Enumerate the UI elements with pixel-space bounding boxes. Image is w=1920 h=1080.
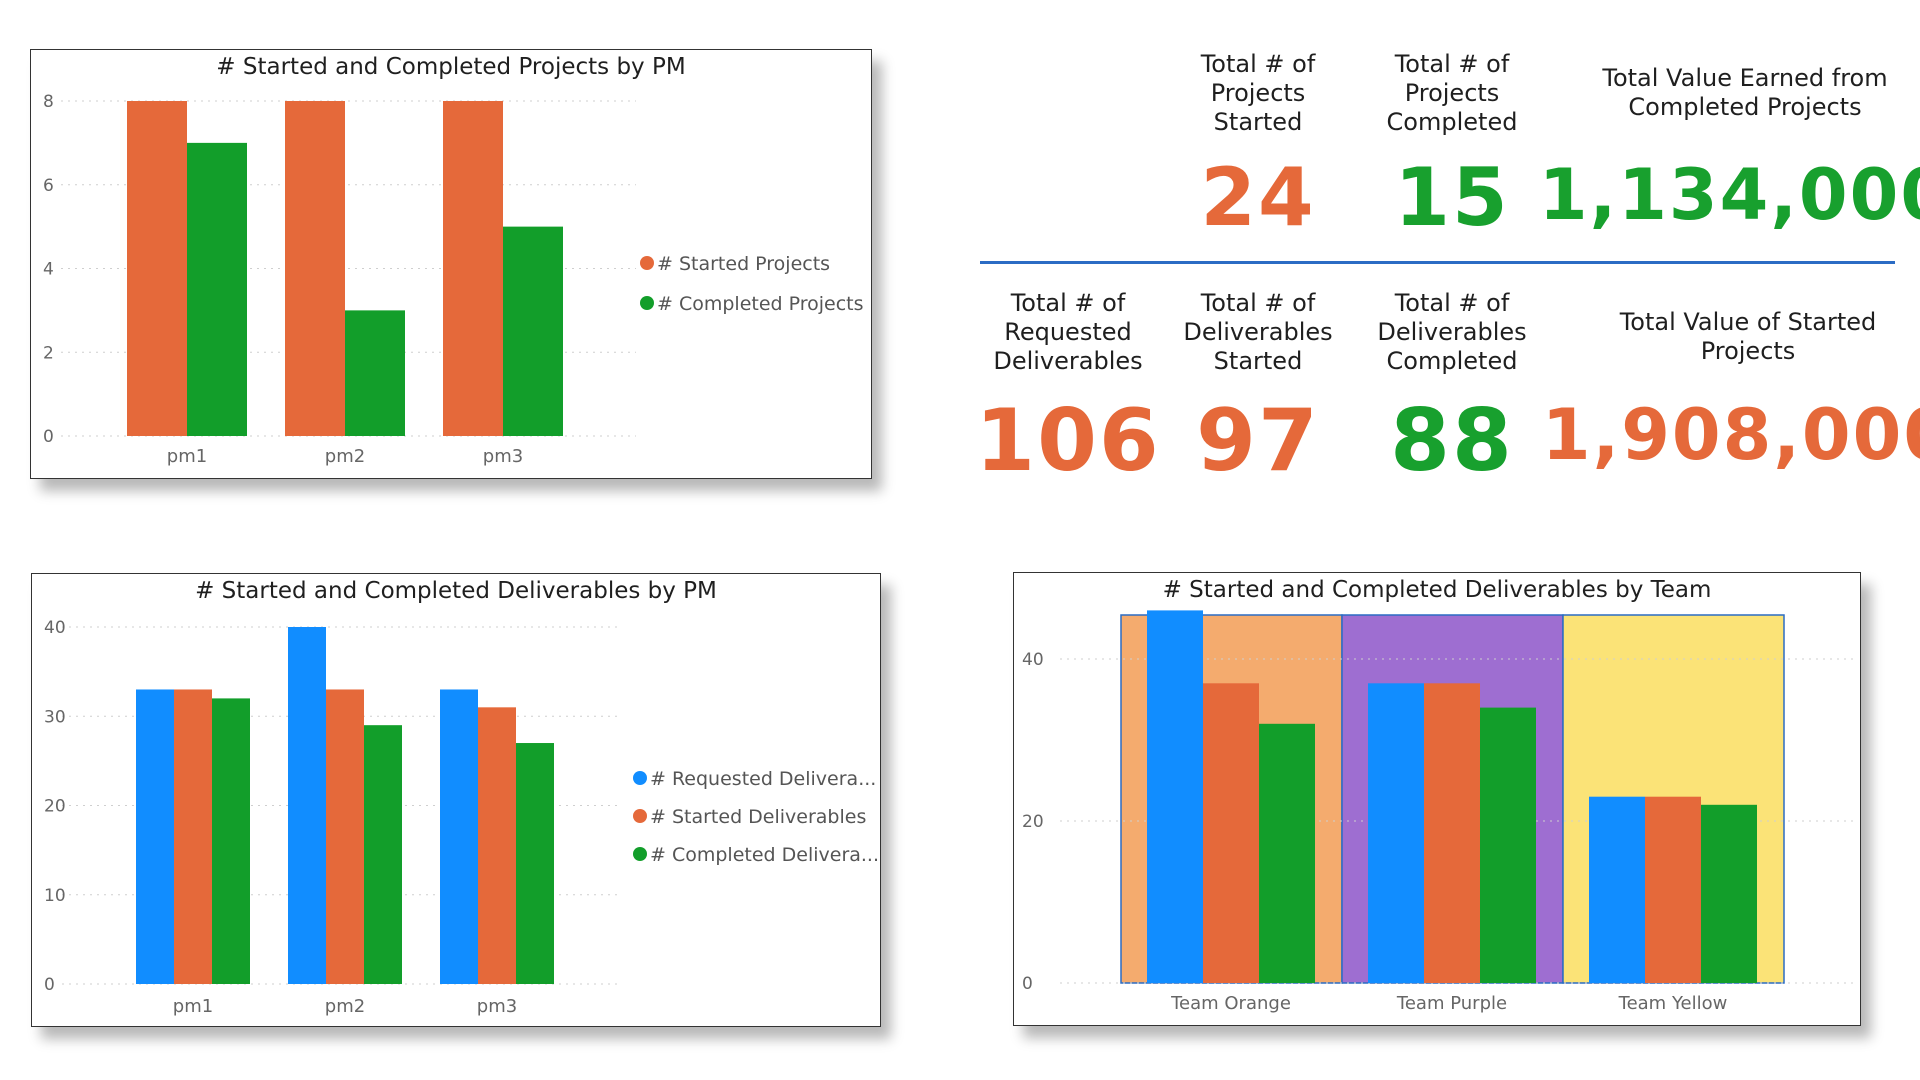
bar: [212, 698, 250, 984]
kpi-label-line: Total # of: [1010, 289, 1126, 317]
kpi-label-line: Completed: [1386, 347, 1518, 375]
chart-projects-by-pm-svg: 0 2 4 6 8 pm1 pm2 pm3 # Started Projects # Comple…: [43, 92, 864, 467]
bar: [478, 707, 516, 984]
bar: [288, 627, 326, 984]
y-tick-label: 8: [43, 92, 54, 112]
chart-deliverables-by-team-svg: 0 20 40 Team Orange Team Purple Team Yellow: [1022, 610, 1854, 1014]
x-category-label: pm1: [173, 996, 213, 1017]
y-tick-label: 20: [44, 797, 66, 817]
bar: [503, 226, 563, 436]
legend-label: # Requested Delivera...: [650, 768, 876, 790]
legend-label: # Started Deliverables: [650, 806, 866, 828]
kpi-divider: [980, 261, 1895, 264]
bar: [516, 743, 554, 984]
bar: [1480, 707, 1536, 983]
bar: [440, 689, 478, 984]
x-category-label: Team Orange: [1170, 993, 1291, 1014]
chart-title: # Started and Completed Deliverables by …: [195, 578, 717, 604]
kpi-label-line: Total # of: [1394, 50, 1510, 78]
legend-label: # Completed Delivera...: [650, 844, 879, 866]
kpi-value: 88: [1390, 391, 1514, 491]
kpi-label-line: Total Value of Started: [1619, 308, 1877, 336]
kpi-label-line: Requested: [1004, 318, 1132, 346]
kpi-value: 1,908,000: [1541, 394, 1920, 476]
bar: [443, 101, 503, 436]
y-tick-label: 40: [44, 618, 66, 638]
chart-deliverables-by-team[interactable]: # Started and Completed Deliverables by …: [1013, 572, 1861, 1026]
kpi-value: 106: [975, 391, 1161, 491]
chart-title: # Started and Completed Projects by PM: [216, 54, 686, 80]
y-tick-label: 0: [43, 427, 54, 447]
kpi-label-line: Total # of: [1394, 289, 1510, 317]
y-tick-label: 6: [43, 176, 54, 196]
kpi-label-line: Total # of: [1200, 289, 1316, 317]
kpi-value: 97: [1196, 391, 1320, 491]
x-category-label: pm2: [325, 996, 365, 1017]
legend-marker: [640, 296, 654, 310]
bar: [345, 310, 405, 436]
kpi-label-line: Projects: [1700, 337, 1796, 365]
chart-title: # Started and Completed Deliverables by …: [1162, 577, 1712, 603]
kpi-label: Total # of Projects Started: [1058, 50, 1458, 137]
bar: [1203, 683, 1259, 983]
kpi-label-line: Started: [1213, 108, 1303, 136]
legend-label: # Started Projects: [657, 253, 830, 275]
bar: [1701, 804, 1757, 983]
bar: [127, 101, 187, 436]
bar: [1368, 683, 1424, 983]
chart-deliverables-by-pm-svg: 0 10 20 30 40 pm1 pm2 pm3 # Requested Delivera..…: [44, 618, 879, 1017]
chart-projects-by-pm[interactable]: # Started and Completed Projects by PM 0…: [30, 49, 872, 479]
bar: [1424, 683, 1480, 983]
legend-marker: [640, 256, 654, 270]
kpi-label: Total # of Requested Deliverables: [868, 289, 1268, 376]
kpi-label-line: Completed: [1386, 108, 1518, 136]
y-tick-label: 30: [44, 707, 66, 727]
chart-deliverables-by-pm[interactable]: # Started and Completed Deliverables by …: [31, 573, 881, 1027]
y-tick-label: 0: [1022, 974, 1033, 994]
kpi-label: Total # of Deliverables Completed: [1252, 289, 1652, 376]
legend-marker: [633, 771, 647, 785]
bar: [1259, 723, 1315, 983]
kpi-value: 15: [1394, 151, 1510, 244]
y-tick-label: 40: [1022, 650, 1044, 670]
kpi-label: Total # of Projects Completed: [1252, 50, 1652, 137]
kpi-value: 24: [1200, 151, 1316, 244]
x-category-label: pm3: [477, 996, 517, 1017]
kpi-label-line: Total # of: [1200, 50, 1316, 78]
bar: [136, 689, 174, 984]
bar: [285, 101, 345, 436]
kpi-label-line: Completed Projects: [1628, 93, 1862, 121]
y-tick-label: 0: [44, 975, 55, 995]
kpi-label-line: Started: [1213, 347, 1303, 375]
y-tick-label: 20: [1022, 812, 1044, 832]
kpi-label-line: Projects: [1210, 79, 1306, 107]
kpi-label: Total Value Earned from Completed Project…: [1545, 64, 1920, 122]
x-category-label: Team Purple: [1396, 993, 1507, 1014]
kpi-label-line: Projects: [1404, 79, 1500, 107]
legend-label: # Completed Projects: [657, 293, 864, 315]
bar: [174, 689, 212, 984]
kpi-label-line: Deliverables: [1377, 318, 1527, 346]
kpi-label-line: Deliverables: [993, 347, 1143, 375]
x-category-label: pm2: [325, 446, 365, 467]
bar: [1589, 796, 1645, 983]
x-category-label: Team Yellow: [1618, 993, 1728, 1014]
bar: [1147, 610, 1203, 983]
legend-marker: [633, 809, 647, 823]
kpi-value: 1,134,000: [1538, 154, 1920, 236]
x-category-label: pm1: [167, 446, 207, 467]
y-tick-label: 4: [43, 260, 54, 280]
kpi-label-line: Total Value Earned from: [1602, 64, 1888, 92]
x-category-label: pm3: [483, 446, 523, 467]
y-tick-label: 2: [43, 343, 54, 363]
kpi-label-line: Deliverables: [1183, 318, 1333, 346]
kpi-label: Total # of Deliverables Started: [1058, 289, 1458, 376]
legend-marker: [633, 847, 647, 861]
kpi-label: Total Value of Started Projects: [1548, 308, 1920, 366]
bar: [187, 142, 247, 436]
bar: [326, 689, 364, 984]
y-tick-label: 10: [44, 886, 66, 906]
bar: [1645, 796, 1701, 983]
bar: [364, 725, 402, 984]
